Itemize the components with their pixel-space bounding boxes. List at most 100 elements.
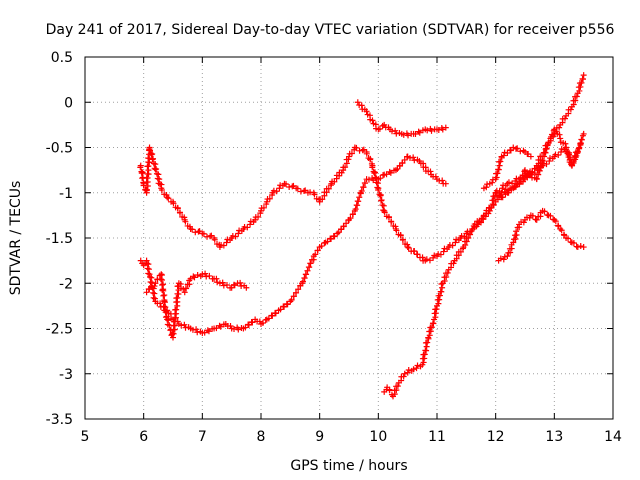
interp-point [201, 329, 208, 336]
interp-point [545, 139, 552, 146]
interp-point [245, 321, 252, 328]
interp-point [160, 281, 167, 288]
interp-point [150, 160, 157, 167]
interp-point [211, 236, 218, 243]
interp-point [577, 140, 584, 147]
interp-point [505, 189, 512, 196]
interp-point [347, 215, 354, 222]
interp-point [151, 165, 158, 172]
interp-point [265, 315, 272, 322]
interp-point [574, 148, 581, 155]
interp-point [507, 147, 514, 154]
interp-point [242, 324, 249, 331]
y-axis-label: SDTVAR / TECUs [8, 181, 24, 296]
interp-point [495, 166, 502, 173]
interp-point [295, 286, 302, 293]
x-axis-label: GPS time / hours [290, 458, 407, 474]
tick-layer: 5 6 7 8 9 10 11 12 13 14 0.5 0 -0.5 -1 -1.5 -2 -2.5 -3 -3.… [46, 50, 622, 445]
interp-point [543, 145, 550, 152]
interp-point [405, 366, 412, 373]
x-tick-label: 12 [487, 429, 505, 445]
interp-point [343, 220, 350, 227]
interp-point [340, 223, 347, 230]
interp-point [348, 150, 355, 157]
interp-point [400, 373, 407, 380]
interp-point [259, 319, 266, 326]
data-point [164, 316, 171, 323]
interp-point [376, 125, 383, 132]
interp-point [381, 209, 388, 216]
data-point [152, 280, 159, 287]
interp-point [181, 321, 188, 328]
series-track-a [137, 153, 449, 337]
interp-point [353, 202, 360, 209]
interp-point [158, 271, 165, 278]
interp-point [161, 303, 168, 310]
interp-point [266, 195, 273, 202]
interp-point [284, 301, 291, 308]
interp-point [237, 279, 244, 286]
interp-point [414, 362, 421, 369]
interp-point [555, 152, 562, 159]
interp-point [371, 170, 378, 177]
interp-point [572, 154, 579, 161]
interp-point [573, 93, 580, 100]
interp-point [157, 276, 164, 283]
interp-point [558, 149, 564, 156]
data-point [510, 239, 517, 246]
interp-point [500, 256, 507, 263]
interp-point [283, 181, 290, 188]
data-point [164, 194, 171, 201]
interp-point [404, 369, 411, 376]
interp-point [388, 218, 395, 225]
interp-point [516, 179, 523, 186]
interp-point [138, 170, 145, 177]
interp-point [151, 290, 158, 297]
interp-point [157, 180, 164, 187]
interp-point [162, 304, 169, 311]
data-point [401, 370, 408, 377]
interp-point [318, 243, 325, 250]
interp-point [547, 212, 554, 219]
interp-point [392, 127, 399, 134]
interp-point [436, 296, 443, 303]
interp-point [191, 274, 198, 281]
interp-point [312, 251, 319, 258]
interp-point [145, 266, 152, 273]
interp-point [367, 156, 374, 163]
data-point [442, 180, 449, 187]
interp-point [399, 237, 406, 244]
interp-point [146, 146, 153, 153]
x-tick-label: 14 [604, 429, 622, 445]
interp-point [170, 200, 177, 207]
interp-point [537, 163, 544, 170]
interp-point [394, 383, 401, 390]
interp-point [539, 157, 546, 164]
interp-point [570, 240, 577, 247]
data-point [492, 189, 499, 196]
series-track-h [480, 144, 534, 192]
interp-point [235, 326, 242, 333]
interp-point [162, 309, 169, 316]
x-tick-label: 6 [139, 429, 148, 445]
interp-point [137, 164, 144, 171]
x-tick-label: 7 [198, 429, 207, 445]
interp-point [422, 347, 429, 354]
interp-point [145, 261, 152, 268]
chart-title: Day 241 of 2017, Sidereal Day-to-day VTE… [46, 22, 615, 38]
interp-point [393, 227, 400, 234]
interp-point [548, 131, 555, 138]
interp-point [244, 224, 251, 231]
interp-point [424, 339, 431, 346]
interp-point [535, 171, 542, 178]
interp-point [328, 236, 334, 242]
interp-point [171, 322, 178, 329]
interp-point [159, 282, 166, 289]
y-tick-label: -2 [59, 276, 73, 292]
interp-point [324, 238, 331, 245]
interp-point [439, 177, 446, 184]
interp-point [150, 294, 157, 301]
interp-point [223, 281, 230, 288]
interp-point [556, 124, 563, 131]
interp-point [174, 205, 181, 212]
